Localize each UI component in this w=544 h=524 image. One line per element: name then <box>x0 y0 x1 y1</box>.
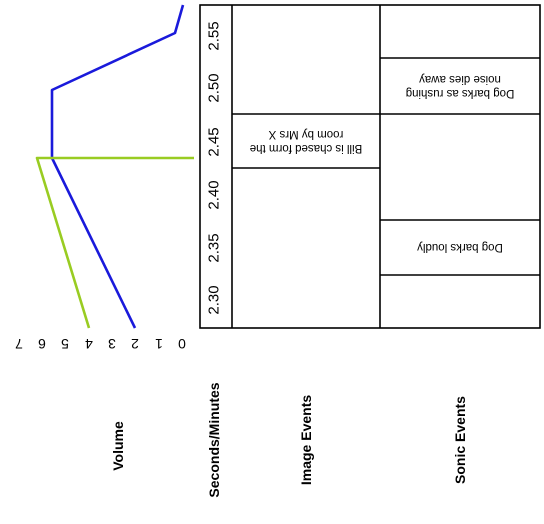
volume-tick: 5 <box>61 336 69 352</box>
image-event: Bill is chased form the room by Mrs X <box>250 128 363 154</box>
volume-tick: 4 <box>85 336 93 352</box>
event-table <box>199 4 541 329</box>
volume-tick: 3 <box>108 336 116 352</box>
volume-tick: 0 <box>178 336 186 352</box>
volume-tick: 6 <box>38 336 46 352</box>
volume-ticks: 0 1 2 3 4 5 6 7 <box>15 336 186 352</box>
header-volume: Volume <box>110 421 126 471</box>
image-event-line: room by Mrs X <box>268 128 343 140</box>
sonic-event: Dog barks as rushing noise dies away <box>406 73 515 99</box>
time-ticks: 2.30 2.35 2.40 2.45 2.50 2.55 <box>206 21 223 314</box>
sonic-event-line: Dog barks loudly <box>417 241 503 253</box>
sonic-event: Dog barks loudly <box>417 241 503 253</box>
time-tick: 2.45 <box>206 127 223 156</box>
volume-tick: 1 <box>155 336 163 352</box>
time-tick: 2.50 <box>206 73 223 102</box>
volume-line-green <box>35 156 194 329</box>
time-tick: 2.35 <box>206 233 223 262</box>
time-tick: 2.40 <box>206 180 223 209</box>
sonic-event-line: noise dies away <box>419 73 501 85</box>
table-border <box>199 4 541 329</box>
sonic-event-line: Dog barks as rushing <box>406 87 515 99</box>
header-seconds: Seconds/Minutes <box>206 382 222 497</box>
image-event-line: Bill is chased form the <box>250 142 363 154</box>
volume-tick: 2 <box>131 336 139 352</box>
time-tick: 2.30 <box>206 285 223 314</box>
volume-line-blue <box>50 4 185 329</box>
volume-tick: 7 <box>15 336 23 352</box>
time-tick: 2.55 <box>206 21 223 50</box>
column-headers: Volume Seconds/Minutes Image Events Soni… <box>110 382 468 497</box>
header-image-events: Image Events <box>298 395 314 485</box>
header-sonic-events: Sonic Events <box>452 396 468 484</box>
